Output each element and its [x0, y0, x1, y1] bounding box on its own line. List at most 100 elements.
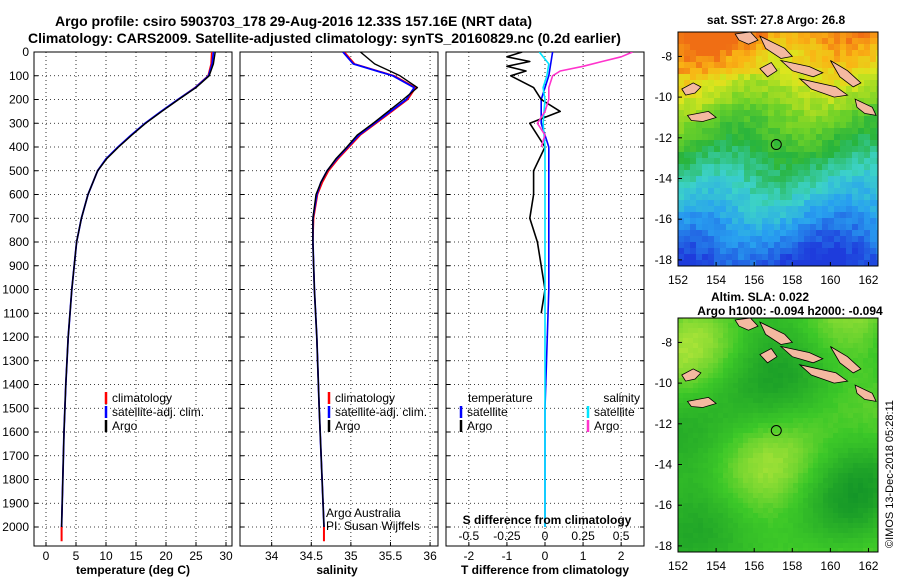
- map-cell: [763, 483, 769, 489]
- map-cell: [738, 523, 744, 529]
- map-cell: [840, 134, 847, 141]
- map-cell: [788, 443, 794, 449]
- map-cell: [793, 538, 799, 544]
- map-cell: [834, 200, 841, 207]
- map-cell: [804, 224, 811, 231]
- map-cell: [684, 194, 691, 201]
- map-cell: [748, 493, 754, 499]
- map-cell: [733, 543, 739, 549]
- map-cell: [690, 140, 697, 147]
- map-cell: [683, 418, 689, 424]
- map-cell: [768, 200, 775, 207]
- map-cell: [738, 242, 745, 249]
- map-cell: [714, 122, 721, 129]
- map-cell: [703, 393, 709, 399]
- map-cell: [708, 528, 714, 534]
- map-cell: [822, 56, 829, 63]
- map-cell: [792, 128, 799, 135]
- map-cell: [763, 538, 769, 544]
- map-cell: [864, 158, 871, 165]
- map-cell: [798, 230, 805, 237]
- map-cell: [810, 260, 817, 266]
- map-cell: [778, 478, 784, 484]
- map-cell: [758, 428, 764, 434]
- map-cell: [823, 318, 829, 324]
- map-cell: [753, 328, 759, 334]
- map-cell: [690, 92, 697, 99]
- map-cell: [838, 513, 844, 519]
- map-cell: [763, 363, 769, 369]
- map-cell: [818, 398, 824, 404]
- map-cell: [703, 483, 709, 489]
- map-cell: [763, 398, 769, 404]
- map-cell: [726, 218, 733, 225]
- map-cell: [778, 483, 784, 489]
- map-cell: [823, 348, 829, 354]
- depth-tick-900: 900: [9, 259, 29, 273]
- map-cell: [868, 423, 874, 429]
- map-cell: [748, 523, 754, 529]
- map-cell: [708, 86, 715, 93]
- map-cell: [848, 538, 854, 544]
- map-cell: [840, 182, 847, 189]
- map-cell: [828, 383, 834, 389]
- map-cell: [833, 393, 839, 399]
- map-cell: [738, 363, 744, 369]
- map-cell: [774, 110, 781, 117]
- map-cell: [738, 74, 745, 81]
- map-cell: [723, 378, 729, 384]
- map-cell: [713, 498, 719, 504]
- map-cell: [823, 523, 829, 529]
- map-cell: [696, 56, 703, 63]
- map-cell: [846, 182, 853, 189]
- map-cell: [733, 363, 739, 369]
- map-cell: [693, 498, 699, 504]
- map-cell: [803, 528, 809, 534]
- map-cell: [733, 488, 739, 494]
- map-cell: [828, 224, 835, 231]
- island-landmass: [798, 78, 849, 98]
- map-cell: [870, 56, 877, 63]
- map-cell: [768, 338, 774, 344]
- map-cell: [743, 333, 749, 339]
- map-cell: [810, 188, 817, 195]
- map-cell: [843, 368, 849, 374]
- map-cell: [858, 116, 865, 123]
- map-cell: [873, 368, 878, 374]
- map-cell: [690, 242, 697, 249]
- map-cell: [723, 468, 729, 474]
- map-cell: [744, 218, 751, 225]
- map-cell: [738, 353, 744, 359]
- map-cell: [728, 483, 734, 489]
- map-cell: [783, 548, 789, 552]
- map-cell: [853, 523, 859, 529]
- map-cell: [683, 403, 689, 409]
- map-cell: [848, 488, 854, 494]
- temp-legend-satellite-label: satellite-adj. clim.: [112, 405, 204, 419]
- map-cell: [804, 194, 811, 201]
- tdiff-tick--2: -2: [464, 549, 475, 563]
- map-cell: [823, 323, 829, 329]
- map-cell: [876, 242, 878, 249]
- map-cell: [873, 518, 878, 524]
- map-cell: [758, 478, 764, 484]
- map-cell: [763, 383, 769, 389]
- map-cell: [708, 44, 715, 51]
- map-cell: [690, 128, 697, 135]
- map-cell: [828, 323, 834, 329]
- map-cell: [840, 236, 847, 243]
- map-cell: [780, 176, 787, 183]
- map-cell: [833, 458, 839, 464]
- map-cell: [718, 433, 724, 439]
- map-cell: [813, 453, 819, 459]
- map-cell: [753, 338, 759, 344]
- map-cell: [852, 200, 859, 207]
- map-cell: [808, 473, 814, 479]
- map-cell: [843, 548, 849, 552]
- map-cell: [753, 318, 759, 324]
- map-cell: [833, 323, 839, 329]
- map-cell: [870, 152, 877, 159]
- map-cell: [720, 80, 727, 87]
- map1-lon-160: 160: [820, 273, 840, 287]
- map-cell: [828, 528, 834, 534]
